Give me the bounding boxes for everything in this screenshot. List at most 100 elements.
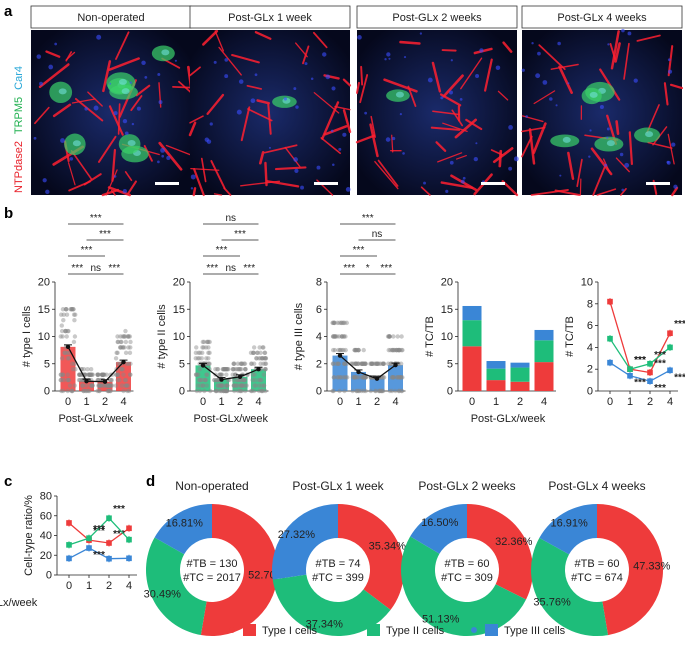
donut-slice-label: 16.50% — [421, 517, 459, 529]
fiber-mark — [323, 125, 348, 136]
y-tick-label: 10 — [38, 331, 50, 343]
data-point — [335, 320, 340, 326]
data-point — [113, 372, 119, 377]
data-point — [207, 350, 212, 356]
micrograph-title: Non-operated — [77, 12, 144, 24]
nucleus-mark — [39, 81, 43, 86]
nucleus-mark — [627, 31, 632, 36]
x-axis-label: Post-GLx/week — [58, 413, 133, 425]
data-point — [109, 377, 114, 383]
data-point — [395, 375, 400, 380]
data-point — [65, 328, 70, 334]
data-point — [258, 350, 263, 356]
data-point — [65, 377, 70, 383]
fiber-mark — [312, 31, 328, 49]
fiber-mark — [391, 134, 394, 153]
y-tick-label: 8 — [316, 277, 322, 289]
data-point — [388, 347, 393, 353]
y-tick-label: 20 — [40, 550, 52, 562]
nucleus-mark — [508, 125, 513, 130]
data-point — [381, 361, 387, 366]
data-point — [58, 372, 64, 377]
data-point — [341, 347, 346, 353]
stacked-bar-type3 — [510, 362, 530, 368]
bar-4 — [251, 369, 266, 391]
data-point — [368, 388, 374, 394]
data-point — [63, 328, 69, 334]
nucleus-mark — [190, 187, 194, 190]
fiber-mark — [614, 42, 621, 63]
nucleus-mark — [450, 59, 453, 62]
data-point — [206, 345, 211, 350]
nucleus-mark — [399, 112, 402, 116]
fiber-mark — [97, 135, 117, 163]
data-point — [263, 361, 268, 366]
data-point — [221, 388, 226, 394]
data-point — [259, 377, 264, 383]
donut-slice-label: 35.76% — [533, 597, 571, 609]
data-point — [260, 356, 265, 361]
x-axis-label: Post-GLx/week — [193, 413, 268, 425]
data-point — [222, 367, 228, 372]
data-point — [63, 307, 69, 312]
mean-line — [67, 346, 124, 383]
cell-mark — [395, 91, 404, 98]
fiber-mark — [127, 180, 137, 195]
fiber-mark — [231, 53, 260, 64]
fiber-mark — [263, 144, 298, 154]
data-point — [215, 383, 221, 388]
donut-tc-count: #TC = 2017 — [183, 572, 241, 584]
data-point — [204, 339, 210, 345]
data-point — [374, 361, 380, 366]
data-point — [239, 388, 245, 394]
nucleus-mark — [606, 127, 610, 131]
nucleus-mark — [42, 178, 47, 183]
donut-title: Post-GLx 2 weeks — [418, 479, 515, 493]
data-point — [224, 383, 230, 388]
data-point — [263, 388, 268, 394]
data-point — [81, 388, 86, 394]
data-point — [87, 372, 93, 377]
y-tick-label: 5 — [44, 358, 50, 370]
data-point — [363, 361, 368, 366]
data-point — [128, 372, 133, 377]
data-point — [379, 388, 384, 394]
fiber-mark — [74, 97, 104, 122]
data-point — [255, 350, 260, 356]
stacked-bar-type3 — [486, 361, 506, 369]
data-point — [396, 347, 402, 353]
data-point — [369, 361, 374, 366]
data-point — [220, 367, 225, 372]
sig-label: *** — [343, 263, 355, 274]
data-point — [90, 383, 95, 388]
stain-label-car4: Car4 — [13, 66, 25, 90]
data-point — [362, 375, 368, 380]
data-point — [217, 372, 222, 377]
data-point — [124, 383, 129, 388]
data-point — [354, 361, 359, 366]
data-point — [377, 388, 383, 394]
data-point — [386, 361, 391, 366]
data-point — [221, 388, 227, 394]
x-tick-label: 1 — [493, 396, 499, 408]
data-point — [330, 334, 336, 339]
data-point — [219, 383, 225, 388]
data-point — [250, 377, 255, 383]
data-point — [362, 361, 367, 366]
x-tick-label: 2 — [102, 396, 108, 408]
data-point — [251, 361, 257, 366]
legend-dot — [353, 627, 359, 633]
fiber-mark — [533, 90, 556, 105]
fiber-mark — [83, 173, 102, 186]
data-point — [220, 383, 226, 388]
data-point — [331, 375, 337, 380]
data-point — [193, 356, 198, 361]
data-point — [243, 388, 248, 394]
data-point — [336, 361, 341, 366]
nucleus-mark — [604, 163, 608, 167]
fiber-mark — [440, 181, 474, 190]
data-point — [62, 350, 67, 356]
data-point — [363, 375, 369, 380]
fiber-mark — [65, 51, 76, 61]
